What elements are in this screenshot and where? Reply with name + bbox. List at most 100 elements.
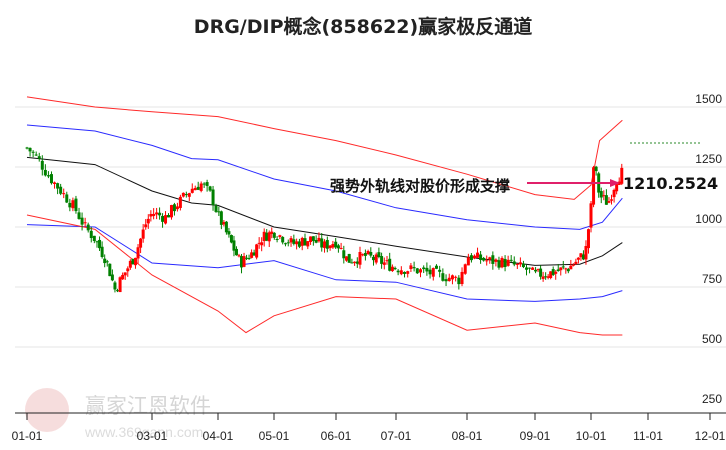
candle-body [136, 247, 140, 259]
candle-body [355, 261, 359, 264]
candle-body [422, 267, 426, 270]
candle-body [599, 191, 603, 198]
candle-body [133, 257, 137, 266]
candle-body [237, 255, 241, 257]
candle-body [144, 224, 148, 228]
candle-body [196, 186, 200, 190]
candle-body [141, 229, 145, 239]
candle-body [229, 235, 233, 243]
y-tick-label: 1000 [695, 212, 722, 226]
candle-body [438, 269, 442, 272]
candle-body [512, 261, 516, 265]
candle-body [607, 201, 611, 203]
candle-body [184, 194, 188, 196]
candle-body [476, 252, 480, 258]
candle-body [80, 217, 84, 225]
candle-body [219, 211, 223, 225]
candle-body [113, 282, 117, 290]
y-tick-label: 500 [702, 332, 722, 346]
candle-body [121, 274, 125, 280]
candle-body [232, 240, 236, 251]
candle-body [53, 182, 57, 185]
candle-body [105, 261, 109, 263]
candle-body [167, 215, 170, 218]
candle-body [289, 238, 293, 243]
candle-body [444, 279, 448, 282]
watermark-name: 赢家江恩软件 [85, 394, 211, 418]
band-inner-upper [26, 124, 623, 230]
candle-body [227, 231, 231, 235]
candle-body [169, 205, 173, 218]
candle-body [450, 275, 454, 280]
candle-body [336, 245, 340, 249]
candle-body [255, 244, 259, 258]
candle-body [592, 167, 596, 205]
candle-body [382, 262, 386, 265]
candle-body [181, 192, 185, 197]
candle-body [43, 169, 47, 176]
candle-body [155, 212, 159, 215]
candle-body [428, 269, 432, 275]
candle-body [602, 195, 606, 197]
candle-body [300, 237, 304, 246]
candle-body [56, 183, 60, 189]
candle-body [320, 238, 324, 248]
candle-body [103, 258, 107, 264]
candle-body [128, 260, 132, 268]
candle-body [363, 252, 367, 256]
band-outer-lower [26, 214, 623, 336]
band-inner-lower [26, 224, 623, 302]
candle-body [584, 246, 588, 260]
candle-body [158, 212, 162, 216]
candle-body [544, 276, 548, 278]
candle-body [211, 189, 215, 205]
candle-body [98, 239, 102, 249]
candle-body [149, 213, 153, 217]
candle-body [126, 268, 130, 272]
candle-body [247, 258, 251, 260]
candle-body [272, 232, 276, 238]
candle-body [190, 188, 194, 193]
y-tick-label: 1500 [695, 92, 722, 106]
candle-body [581, 254, 585, 260]
candle-body [260, 242, 264, 246]
candle-body [131, 259, 135, 265]
candle-body [460, 271, 464, 285]
candle-body [257, 242, 261, 244]
candle-body [347, 253, 351, 263]
candle-body [71, 200, 75, 209]
candle-body [503, 258, 507, 267]
candle-body [240, 256, 244, 268]
candle-body [612, 189, 616, 198]
candle-body [83, 222, 87, 224]
candle-body [463, 264, 467, 274]
candle-body [396, 270, 400, 273]
candle-body [283, 243, 287, 245]
candle-body [615, 184, 619, 192]
candle-body [441, 273, 445, 281]
candle-body [110, 274, 114, 281]
band-middle [26, 156, 623, 266]
candle-body [193, 187, 197, 191]
candle-body [574, 261, 578, 264]
candle-body [292, 239, 296, 244]
candle-body [506, 259, 510, 266]
candle-body [86, 224, 90, 231]
candle-body [415, 268, 419, 274]
candle-body [40, 160, 44, 170]
y-tick-label: 750 [702, 272, 722, 286]
candle-body [68, 202, 72, 208]
x-tick-label: 07-01 [381, 429, 412, 443]
candle-body [31, 151, 35, 153]
candle-body [518, 262, 522, 265]
candle-body [314, 239, 318, 243]
candle-body [431, 268, 435, 277]
candle-body [369, 252, 373, 256]
candle-body [479, 254, 483, 260]
candle-body [46, 175, 50, 177]
candle-body [406, 271, 410, 274]
candle-body [172, 204, 176, 212]
candle-body [576, 257, 580, 260]
candle-body [571, 264, 575, 266]
band-outer-upper [26, 96, 623, 200]
